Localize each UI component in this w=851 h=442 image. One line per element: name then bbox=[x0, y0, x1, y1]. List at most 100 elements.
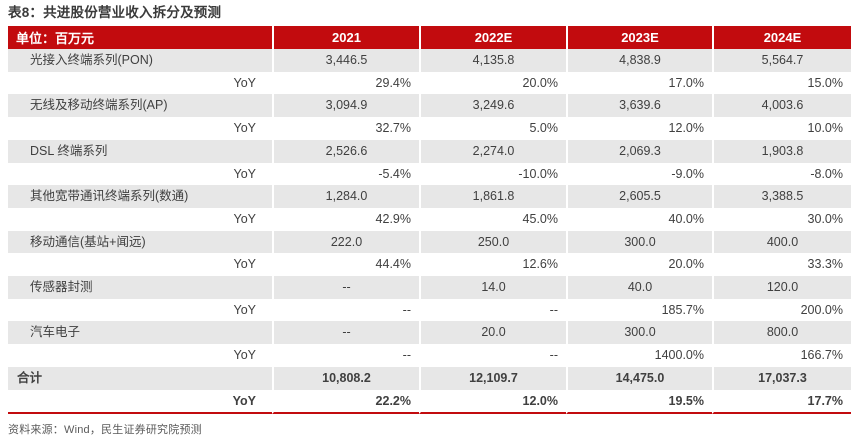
unit-label: 单位：百万元 bbox=[8, 26, 272, 49]
column-header-2023e: 2023E bbox=[566, 26, 712, 49]
cell-value: 40.0% bbox=[566, 207, 712, 231]
column-header-2024e: 2024E bbox=[712, 26, 851, 49]
cell-value: -8.0% bbox=[712, 162, 851, 186]
table-row: YoY 44.4% 12.6% 20.0% 33.3% bbox=[8, 253, 851, 277]
table-row: 其他宽带通讯终端系列(数通) 1,284.0 1,861.8 2,605.5 3… bbox=[8, 185, 851, 208]
cell-value: 14,475.0 bbox=[566, 366, 712, 390]
cell-value: 1400.0% bbox=[566, 344, 712, 367]
cell-value: -9.0% bbox=[566, 162, 712, 186]
cell-value: 45.0% bbox=[419, 207, 566, 231]
row-label: 光接入终端系列(PON) bbox=[8, 49, 272, 72]
cell-value: 33.3% bbox=[712, 253, 851, 277]
cell-value: 20.0% bbox=[419, 71, 566, 95]
cell-value: 32.7% bbox=[272, 117, 419, 140]
cell-value: 5.0% bbox=[419, 117, 566, 140]
cell-value: -- bbox=[419, 298, 566, 322]
cell-value: 30.0% bbox=[712, 207, 851, 231]
cell-value: 2,605.5 bbox=[566, 185, 712, 208]
table-row: 光接入终端系列(PON) 3,446.5 4,135.8 4,838.9 5,5… bbox=[8, 49, 851, 72]
cell-value: 17,037.3 bbox=[712, 366, 851, 390]
cell-value: 10,808.2 bbox=[272, 366, 419, 390]
table-row: YoY 22.2% 12.0% 19.5% 17.7% bbox=[8, 389, 851, 415]
row-label: YoY bbox=[8, 298, 272, 322]
row-label: YoY bbox=[8, 162, 272, 186]
cell-value: 5,564.7 bbox=[712, 49, 851, 72]
cell-value: -- bbox=[272, 321, 419, 345]
cell-value: 200.0% bbox=[712, 298, 851, 322]
table-row: 汽车电子 -- 20.0 300.0 800.0 bbox=[8, 321, 851, 345]
column-header-2022e: 2022E bbox=[419, 26, 566, 49]
cell-value: 14.0 bbox=[419, 276, 566, 299]
revenue-breakdown-table: 单位：百万元 2021 2022E 2023E 2024E 光接入终端系列(PO… bbox=[8, 26, 851, 415]
cell-value: 120.0 bbox=[712, 276, 851, 299]
cell-value: 222.0 bbox=[272, 230, 419, 254]
cell-value: 3,249.6 bbox=[419, 94, 566, 118]
row-label: 无线及移动终端系列(AP) bbox=[8, 94, 272, 118]
row-label: DSL 终端系列 bbox=[8, 139, 272, 163]
cell-value: 800.0 bbox=[712, 321, 851, 345]
cell-value: -- bbox=[272, 276, 419, 299]
cell-value: 12.6% bbox=[419, 253, 566, 277]
column-header-2021: 2021 bbox=[272, 26, 419, 49]
table-row: YoY 42.9% 45.0% 40.0% 30.0% bbox=[8, 207, 851, 231]
cell-value: 4,135.8 bbox=[419, 49, 566, 72]
cell-value: 44.4% bbox=[272, 253, 419, 277]
cell-value: 1,284.0 bbox=[272, 185, 419, 208]
table-row: YoY -- -- 185.7% 200.0% bbox=[8, 298, 851, 322]
table-row: YoY -5.4% -10.0% -9.0% -8.0% bbox=[8, 162, 851, 186]
row-label: YoY bbox=[8, 71, 272, 95]
row-label: 其他宽带通讯终端系列(数通) bbox=[8, 185, 272, 208]
row-label: 汽车电子 bbox=[8, 321, 272, 345]
table-row: YoY 32.7% 5.0% 12.0% 10.0% bbox=[8, 117, 851, 140]
cell-value: -- bbox=[419, 344, 566, 367]
row-label: YoY bbox=[8, 117, 272, 140]
cell-value: 22.2% bbox=[272, 389, 419, 415]
cell-value: 2,526.6 bbox=[272, 139, 419, 163]
row-label: YoY bbox=[8, 253, 272, 277]
table-row: YoY -- -- 1400.0% 166.7% bbox=[8, 344, 851, 367]
row-label: 合计 bbox=[8, 366, 272, 390]
row-label: YoY bbox=[8, 207, 272, 231]
cell-value: 10.0% bbox=[712, 117, 851, 140]
table-row: 无线及移动终端系列(AP) 3,094.9 3,249.6 3,639.6 4,… bbox=[8, 94, 851, 118]
table-row: 移动通信(基站+闻远) 222.0 250.0 300.0 400.0 bbox=[8, 230, 851, 254]
cell-value: 300.0 bbox=[566, 230, 712, 254]
cell-value: 166.7% bbox=[712, 344, 851, 367]
cell-value: 4,003.6 bbox=[712, 94, 851, 118]
cell-value: 250.0 bbox=[419, 230, 566, 254]
cell-value: 2,069.3 bbox=[566, 139, 712, 163]
cell-value: 20.0% bbox=[566, 253, 712, 277]
cell-value: 1,903.8 bbox=[712, 139, 851, 163]
table-row: YoY 29.4% 20.0% 17.0% 15.0% bbox=[8, 71, 851, 95]
cell-value: -- bbox=[272, 344, 419, 367]
cell-value: 12.0% bbox=[566, 117, 712, 140]
cell-value: 40.0 bbox=[566, 276, 712, 299]
cell-value: 3,446.5 bbox=[272, 49, 419, 72]
cell-value: -5.4% bbox=[272, 162, 419, 186]
cell-value: 400.0 bbox=[712, 230, 851, 254]
cell-value: 15.0% bbox=[712, 71, 851, 95]
table-row: 合计 10,808.2 12,109.7 14,475.0 17,037.3 bbox=[8, 366, 851, 390]
table-title: 表8：共进股份营业收入拆分及预测 bbox=[8, 5, 222, 20]
row-label: 移动通信(基站+闻远) bbox=[8, 230, 272, 254]
table-row: DSL 终端系列 2,526.6 2,274.0 2,069.3 1,903.8 bbox=[8, 139, 851, 163]
row-label: YoY bbox=[8, 344, 272, 367]
cell-value: 300.0 bbox=[566, 321, 712, 345]
cell-value: 12,109.7 bbox=[419, 366, 566, 390]
cell-value: 3,388.5 bbox=[712, 185, 851, 208]
cell-value: -- bbox=[272, 298, 419, 322]
cell-value: 185.7% bbox=[566, 298, 712, 322]
cell-value: 19.5% bbox=[566, 389, 712, 415]
table-header-row: 单位：百万元 2021 2022E 2023E 2024E bbox=[8, 26, 851, 49]
cell-value: -10.0% bbox=[419, 162, 566, 186]
cell-value: 29.4% bbox=[272, 71, 419, 95]
cell-value: 4,838.9 bbox=[566, 49, 712, 72]
row-label: 传感器封测 bbox=[8, 276, 272, 299]
cell-value: 1,861.8 bbox=[419, 185, 566, 208]
cell-value: 42.9% bbox=[272, 207, 419, 231]
cell-value: 20.0 bbox=[419, 321, 566, 345]
cell-value: 3,639.6 bbox=[566, 94, 712, 118]
cell-value: 2,274.0 bbox=[419, 139, 566, 163]
cell-value: 12.0% bbox=[419, 389, 566, 415]
